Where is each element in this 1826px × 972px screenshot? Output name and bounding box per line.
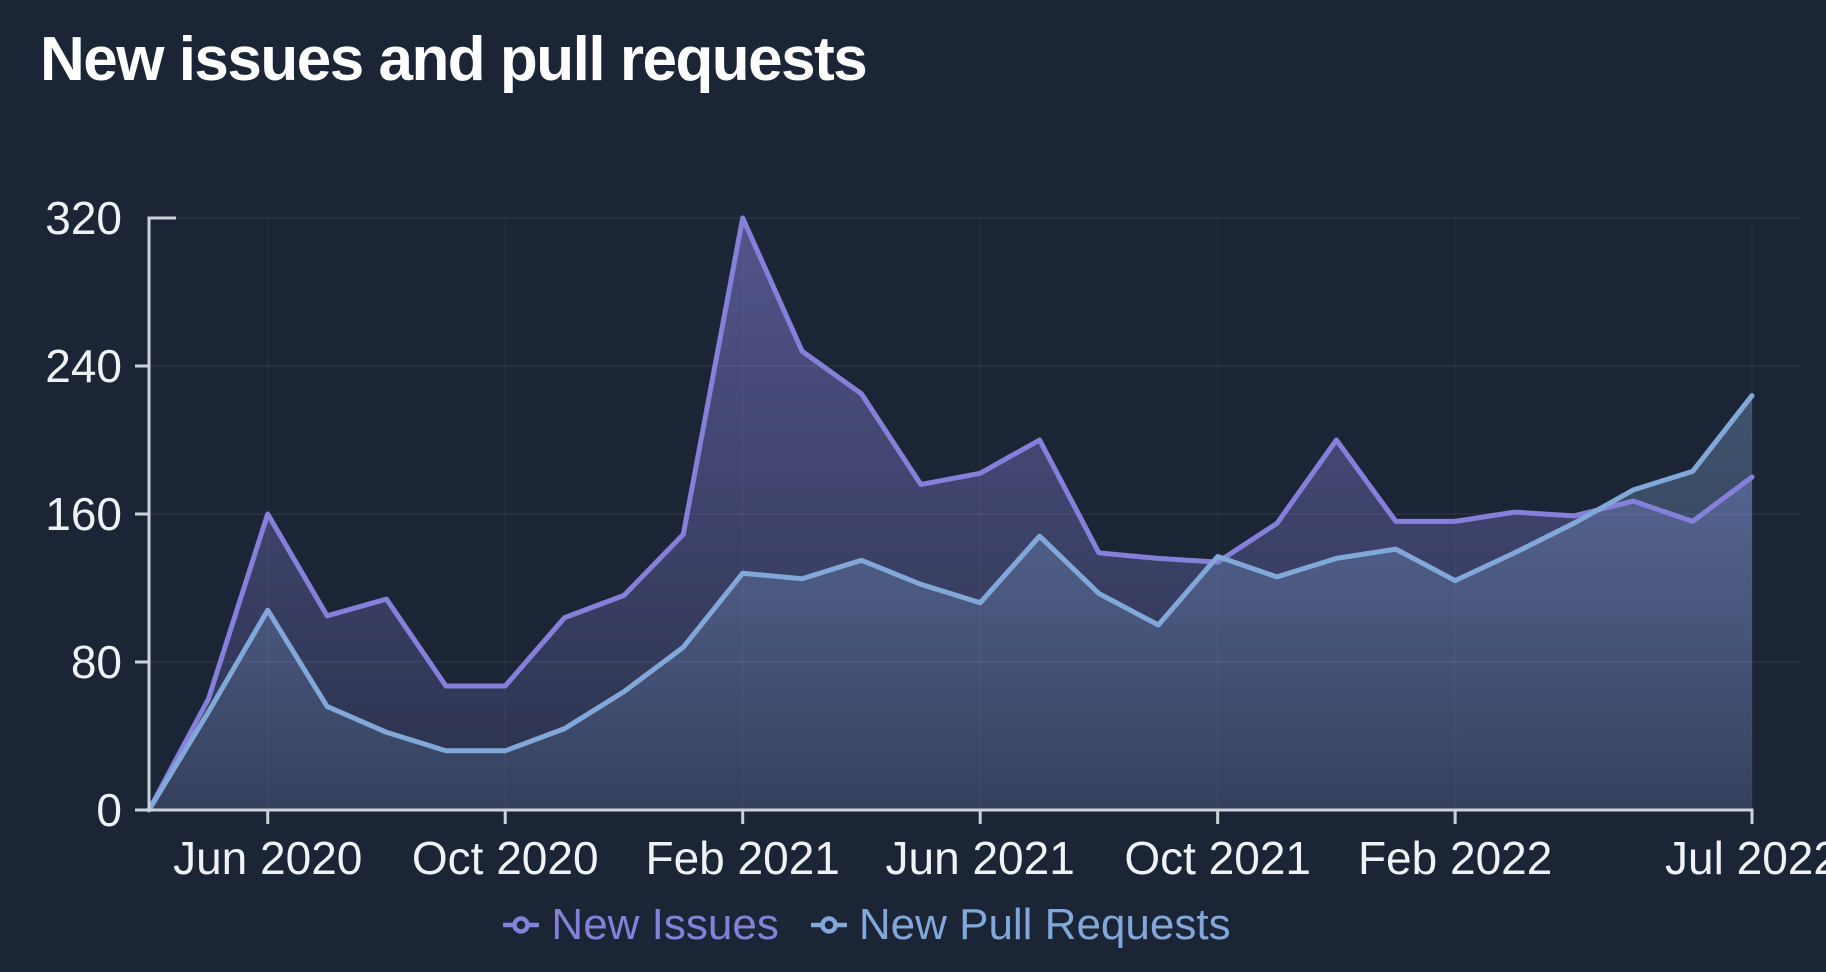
y-tick-label-240: 240 [45,340,122,392]
x-tick-label-oct-2020: Oct 2020 [412,832,599,884]
tick-labels-layer: 0 80 160 240 320 Jun 2020 Oct 2020 Feb 2021 Jun … [45,192,1826,884]
legend-item-new-pull-requests[interactable]: New Pull Requests [810,900,1231,950]
x-tick-label-oct-2021: Oct 2021 [1124,832,1311,884]
x-tick-label-jun-2021: Jun 2021 [886,832,1075,884]
x-tick-label-jul-2022: Jul 2022 [1665,832,1826,884]
new-issues-line[interactable] [146,215,1755,813]
new-issues-series-marker-icon [503,916,540,934]
series-lines-layer [146,215,1755,813]
chart-title: New issues and pull requests [40,25,868,94]
x-tick-label-jun-2020: Jun 2020 [173,832,362,884]
x-tick-label-feb-2021: Feb 2021 [646,832,840,884]
legend-item-new-issues[interactable]: New Issues [503,900,779,950]
area-fills-layer [149,218,1752,810]
new-pull-requests-line[interactable] [146,393,1755,813]
y-tick-label-160: 160 [45,488,122,540]
axes-layer [135,216,1754,824]
new-pull-requests-series-marker-icon [810,916,847,934]
x-tick-label-feb-2022: Feb 2022 [1358,832,1552,884]
chart-legend: New Issues New Pull Requests [0,900,1826,950]
y-tick-label-80: 80 [71,636,122,688]
y-tick-label-320: 320 [45,192,122,244]
new-pull-requests-area[interactable] [149,395,1752,810]
legend-label-new-issues: New Issues [551,900,779,949]
y-tick-label-0: 0 [96,784,122,836]
legend-label-new-pull-requests: New Pull Requests [858,900,1231,949]
